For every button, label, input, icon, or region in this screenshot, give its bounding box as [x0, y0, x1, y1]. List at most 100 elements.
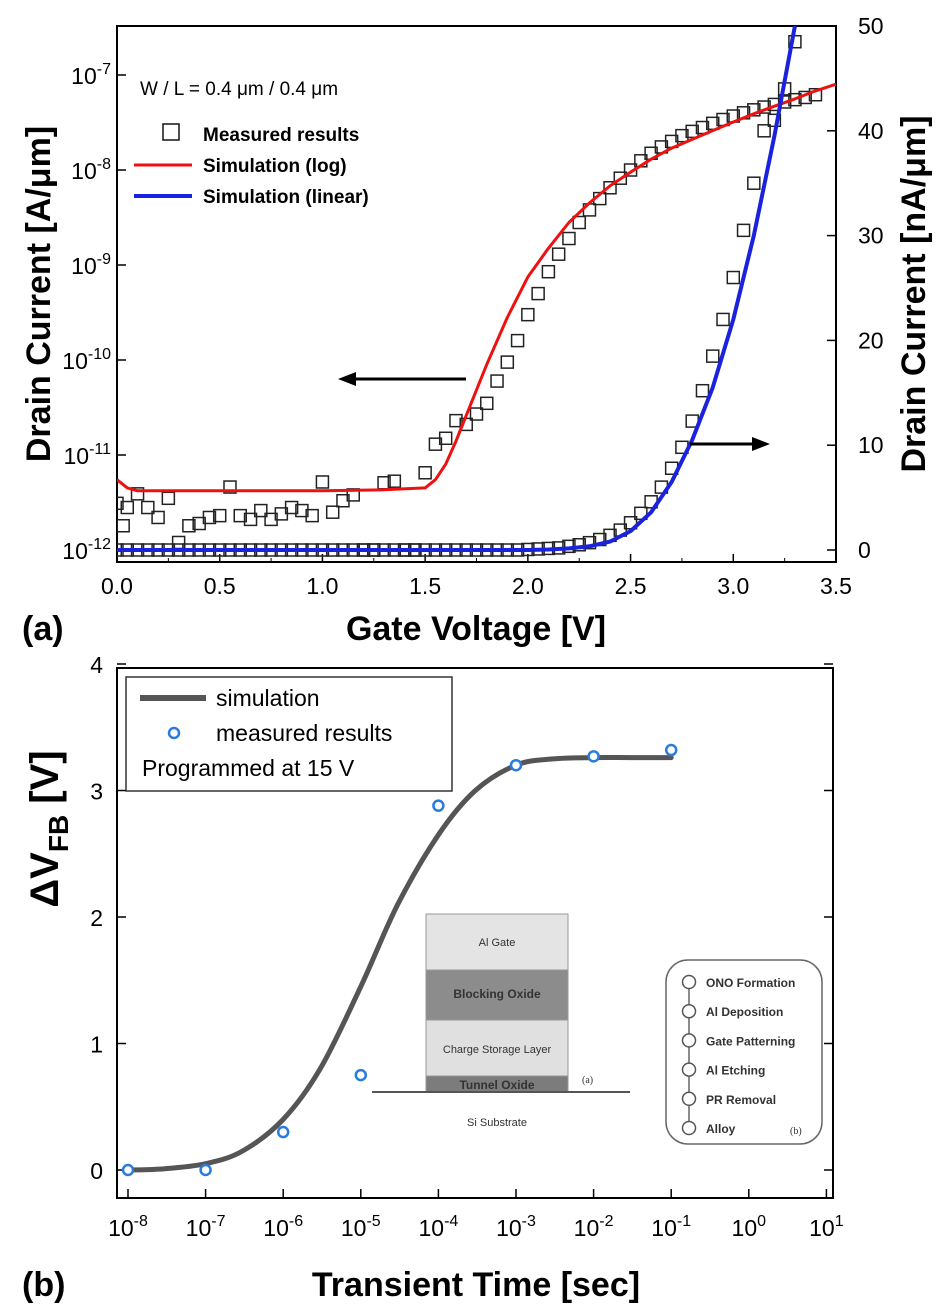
measured-point	[500, 355, 515, 369]
x-axis-title-a: Gate Voltage [V]	[346, 610, 606, 648]
x-tick-label: 2.0	[512, 573, 544, 599]
measured-point	[418, 466, 432, 480]
x-tick-label: 2.5	[615, 573, 647, 599]
x-axis-a: 0.0 0.5 1.0 1.5 2.0 2.5 3.0 3.5	[101, 554, 852, 599]
process-step-marker	[681, 1062, 697, 1077]
process-step-label: Alloy	[706, 1122, 736, 1136]
y-tick-label: 2	[90, 905, 103, 931]
measured-point	[664, 743, 678, 757]
layer-label: Tunnel Oxide	[459, 1078, 534, 1092]
process-step-marker	[681, 974, 697, 990]
panel-label-b: (b)	[22, 1266, 65, 1304]
legend-label-measured: Measured results	[203, 125, 359, 146]
legend-note: Programmed at 15 V	[142, 755, 355, 781]
measured-point	[325, 505, 340, 519]
x-tick-label: 0.0	[101, 573, 133, 599]
legend-label-simulation: simulation	[216, 685, 320, 711]
measured-point	[613, 171, 628, 185]
y-tick-label: 10-11	[63, 441, 111, 469]
x-tick-label: 3.0	[717, 573, 749, 599]
y-tick-label: 4	[90, 652, 103, 678]
x-axis-title-b: Transient Time [sec]	[312, 1266, 640, 1304]
y-tick-label: 3	[90, 779, 103, 805]
measured-point	[121, 1163, 135, 1177]
process-step-marker	[681, 1033, 697, 1048]
measured-point	[531, 286, 545, 301]
x-axis-b: 10-8 10-7 10-6 10-5 10-4 10-3 10-2 10-1 100 101	[108, 1189, 844, 1241]
process-step-marker	[681, 1091, 697, 1107]
x-tick-label: 100	[732, 1213, 767, 1241]
y-axis-title-b: ΔVFB [V]	[23, 750, 74, 907]
measured-point	[438, 431, 453, 446]
inset-label-b: (b)	[790, 1126, 802, 1137]
measured-point	[562, 231, 576, 246]
inset-layer-stack: Al Gate Blocking Oxide Charge Storage La…	[372, 913, 630, 1129]
measured-point	[469, 407, 484, 421]
y-tick-label: 10-8	[71, 156, 111, 184]
measured-point	[521, 307, 535, 322]
measured-point	[161, 491, 176, 506]
y-axis-title-left: Drain Current [A/μm]	[20, 126, 58, 462]
measured-point	[705, 349, 720, 363]
measured-point	[202, 510, 217, 525]
legend-label-sim-log: Simulation (log)	[203, 156, 347, 177]
x-tick-label: 10-8	[108, 1213, 148, 1241]
x-tick-label: 10-6	[263, 1213, 303, 1241]
measured-point	[182, 518, 196, 533]
measured-point	[284, 500, 299, 515]
x-tick-label: 10-1	[651, 1213, 691, 1241]
right-axis-arrow	[690, 437, 770, 451]
x-tick-label: 101	[809, 1213, 844, 1241]
layer-label: Si Substrate	[467, 1117, 527, 1129]
process-step-label: PR Removal	[706, 1093, 776, 1107]
measured-point	[716, 312, 730, 327]
measured-point	[541, 264, 556, 279]
measured-point	[354, 1068, 368, 1082]
y2-tick-label: 50	[858, 13, 884, 39]
process-step-marker	[681, 1003, 697, 1019]
legend-marker-circle	[167, 726, 181, 740]
measured-point	[199, 1163, 212, 1177]
x-tick-label: 10-7	[186, 1213, 226, 1241]
x-tick-label: 10-4	[418, 1213, 458, 1241]
geometry-annotation: W / L = 0.4 μm / 0.4 μm	[140, 79, 338, 100]
y-tick-label: 1	[90, 1032, 103, 1058]
measured-point	[233, 508, 248, 523]
measured-point	[747, 176, 761, 190]
measured-point	[141, 500, 155, 515]
y-axis-left-a: 10-12 10-11 10-10 10-9 10-8 10-7	[62, 61, 126, 564]
measured-point	[747, 103, 761, 117]
y-axis-b: 0 1 2 3 4	[90, 652, 833, 1184]
legend-label-measured-b: measured results	[216, 720, 392, 746]
y-tick-label: 0	[90, 1158, 103, 1184]
measured-point	[572, 215, 586, 230]
measured-point	[120, 500, 135, 515]
inset-label-a: (a)	[582, 1075, 593, 1086]
panel-b: 10-8 10-7 10-6 10-5 10-4 10-3 10-2 10-1 100 101 0…	[22, 652, 844, 1304]
x-tick-label: 3.5	[820, 573, 852, 599]
left-axis-arrow	[338, 372, 466, 386]
process-step-marker	[681, 1120, 697, 1136]
measured-point	[212, 508, 227, 523]
y-axis-title-right: Drain Current [nA/μm]	[895, 115, 933, 472]
x-tick-label: 0.5	[204, 573, 236, 599]
measured-point	[117, 496, 124, 511]
measured-point	[490, 374, 504, 388]
layer-label: Charge Storage Layer	[443, 1044, 552, 1056]
process-step-label: Al Deposition	[706, 1005, 783, 1019]
measured-point	[582, 535, 597, 550]
y2-tick-label: 40	[858, 118, 884, 144]
inset-process-steps: ONO Formation Al Deposition Gate Patternin…	[665, 959, 823, 1145]
measured-point	[757, 124, 771, 138]
legend-b: simulation measured results Programmed a…	[125, 676, 453, 792]
x-tick-label: 10-5	[341, 1213, 381, 1241]
measured-point	[675, 128, 689, 143]
layer-label: Al Gate	[479, 937, 516, 949]
measured-point	[603, 181, 617, 195]
y-axis-right-a: 0 10 20 30 40 50	[827, 13, 884, 563]
measured-point	[432, 799, 445, 812]
y-tick-label: 10-12	[62, 536, 111, 564]
measured-point	[587, 750, 600, 763]
measured-point	[509, 758, 523, 772]
